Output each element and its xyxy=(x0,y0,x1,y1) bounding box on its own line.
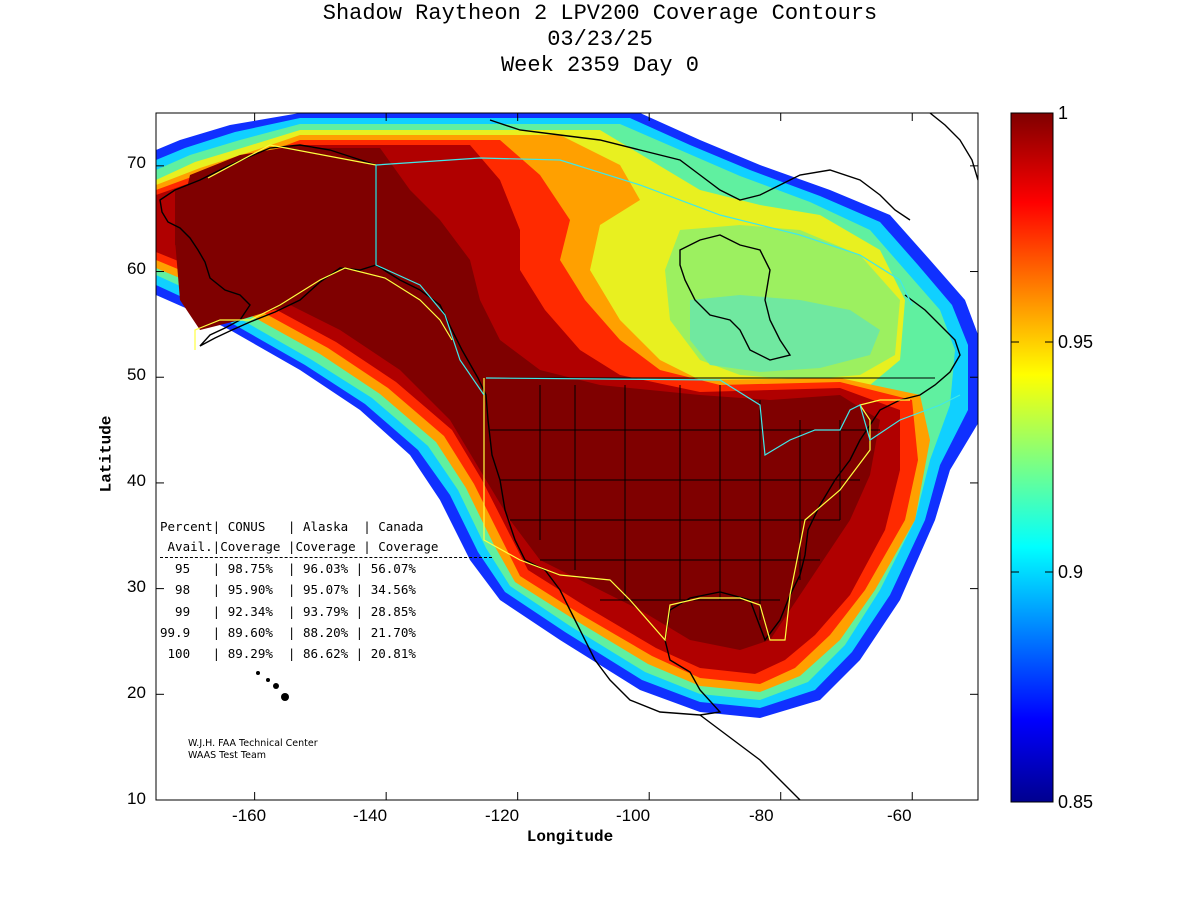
credit-line-2: WAAS Test Team xyxy=(188,750,267,761)
y-tick-label: 30 xyxy=(127,577,146,596)
coverage-stats-table: Percent| CONUS | Alaska | Canada Avail.|… xyxy=(160,516,492,664)
x-tick-label: -160 xyxy=(232,806,267,825)
y-tick-label: 60 xyxy=(127,259,146,278)
colorbar xyxy=(1010,112,1054,803)
axis-ticks xyxy=(156,113,978,801)
title-line-3: Week 2359 Day 0 xyxy=(500,53,700,78)
mexico-coast xyxy=(584,294,961,716)
colorbar-ticks xyxy=(1011,112,1053,803)
colorbar-label: 0.95 xyxy=(1058,332,1094,352)
coastlines xyxy=(159,113,978,800)
x-tick-label: -60 xyxy=(887,806,912,825)
title-line-1: Shadow Raytheon 2 LPV200 Coverage Contou… xyxy=(322,1,878,26)
coverage-contours xyxy=(156,113,978,800)
y-tick-label: 40 xyxy=(127,471,146,490)
x-tick-label: -100 xyxy=(616,806,651,825)
y-tick-label: 50 xyxy=(127,365,146,384)
y-tick-label: 20 xyxy=(127,683,146,702)
hudson-bay xyxy=(679,234,792,361)
contour-band-mint xyxy=(690,295,880,372)
x-tick-label: -120 xyxy=(485,806,520,825)
stats-row: 100 | 89.29% | 86.62% | 20.81% xyxy=(160,646,416,662)
stats-row: 99.9 | 89.60% | 88.20% | 21.70% xyxy=(160,624,416,640)
greenland-edge xyxy=(929,113,978,181)
x-axis-label: Longitude xyxy=(526,828,614,846)
colorbar-label: 0.9 xyxy=(1058,562,1084,582)
y-tick-label: 70 xyxy=(127,153,146,172)
x-tick-label: -140 xyxy=(353,806,388,825)
y-axis-label: Latitude xyxy=(97,415,116,493)
arctic-islands xyxy=(489,119,911,221)
region-boundaries xyxy=(194,144,961,642)
credit-line-1: W.J.H. FAA Technical Center xyxy=(188,738,318,749)
contour-alaska-max xyxy=(175,145,376,330)
colorbar-label: 1 xyxy=(1058,103,1069,123)
hawaii-islands xyxy=(256,671,289,701)
plot-frame xyxy=(155,112,979,801)
stats-header-1: Percent| CONUS | Alaska | Canada xyxy=(160,519,424,534)
central-america xyxy=(699,714,801,800)
stats-row: 98 | 95.90% | 95.07% | 34.56% xyxy=(160,582,416,598)
stats-row: 99 | 92.34% | 93.79% | 28.85% xyxy=(160,603,416,619)
alaska-coast xyxy=(159,144,377,347)
title-line-2: 03/23/25 xyxy=(547,27,653,52)
contour-band-max xyxy=(175,148,880,650)
x-tick-label: -80 xyxy=(749,806,774,825)
colorbar-label: 0.85 xyxy=(1058,792,1094,812)
pacific-coast xyxy=(375,264,586,641)
y-tick-label: 10 xyxy=(127,789,146,808)
stats-header-2: Avail.|Coverage |Coverage | Coverage xyxy=(160,537,492,559)
stats-row: 95 | 98.75% | 96.03% | 56.07% xyxy=(160,561,416,577)
